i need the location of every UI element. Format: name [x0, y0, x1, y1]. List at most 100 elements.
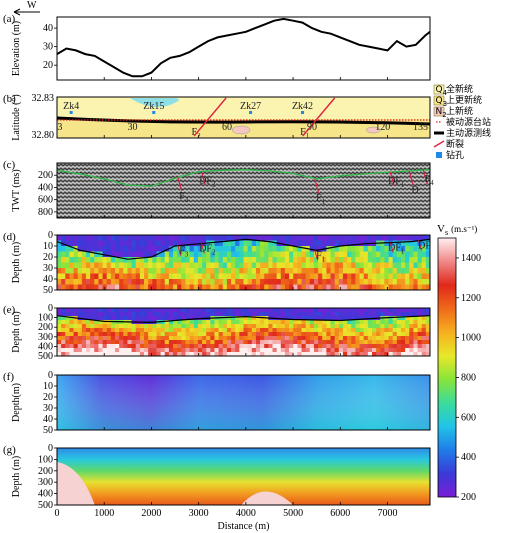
vs-cell [98, 246, 103, 252]
vs-cell [280, 340, 286, 345]
y-tick-label: 20 [43, 252, 53, 263]
vs-cell [409, 336, 414, 341]
vs-cell [342, 257, 348, 263]
y-tick-label: 40 [43, 274, 53, 285]
legend-text-2: 上新统 [446, 105, 473, 117]
vs-cell [301, 336, 307, 341]
vs-cell [421, 352, 427, 357]
vs-cell [384, 320, 389, 325]
vs-cell [235, 336, 240, 341]
vs-cell [226, 320, 232, 325]
colorbar-tick-label: 1200 [461, 293, 481, 304]
vs-cell [380, 324, 385, 329]
vs-cell [206, 246, 211, 252]
panel-label-f: (f) [3, 371, 14, 383]
vs-cell [102, 324, 108, 329]
vs-cell [110, 340, 116, 345]
vs-cell [380, 344, 385, 349]
vs-cell [392, 257, 398, 263]
vs-cell [189, 312, 195, 317]
vs-cell [210, 352, 215, 357]
fault-label-4: DF [418, 241, 431, 252]
vs-cell [222, 340, 228, 345]
vs-cell [164, 235, 170, 241]
vs-cell [421, 348, 427, 353]
vs-cell [272, 246, 278, 252]
vs-cell [102, 336, 108, 341]
vs-cell [214, 324, 220, 329]
vs-cell [235, 246, 240, 252]
vs-cell [342, 284, 348, 291]
vs-cell [388, 235, 394, 241]
vs-cell [318, 240, 323, 247]
vs-cell [181, 235, 186, 241]
vs-cell [309, 324, 315, 329]
vs-cell [102, 340, 108, 345]
vs-cell [164, 284, 170, 291]
vs-cell [334, 273, 340, 280]
vs-cell [123, 262, 128, 269]
vs-cell [86, 316, 91, 321]
vs-cell [363, 268, 369, 274]
vs-cell [69, 344, 74, 349]
vs-cell [206, 312, 211, 317]
vs-cell [102, 316, 108, 321]
vs-cell [413, 332, 418, 337]
vs-cell [164, 344, 170, 349]
vs-cell [106, 344, 112, 349]
vs-cell [102, 240, 108, 247]
vs-cell [135, 273, 141, 280]
vs-cell [139, 246, 145, 252]
vs-cell [57, 344, 62, 349]
vs-cell [202, 340, 207, 345]
vs-cell [90, 348, 95, 353]
vs-cell [318, 262, 323, 269]
vs-cell [65, 320, 70, 325]
vs-cell [152, 284, 157, 291]
vs-cell [86, 246, 91, 252]
vs-cell [380, 352, 385, 357]
vs-cell [86, 257, 91, 263]
vs-cell [297, 273, 302, 280]
vs-cell [363, 273, 369, 280]
vs-cell [284, 251, 290, 258]
vs-cell [417, 308, 423, 313]
vs-cell [425, 312, 431, 317]
vs-cell [421, 312, 427, 317]
vs-cell [189, 262, 195, 269]
vs-cell [268, 284, 273, 291]
vs-cell [127, 312, 132, 317]
vs-cell [305, 324, 311, 329]
vs-cell [127, 273, 132, 280]
vs-cell [139, 273, 145, 280]
vs-cell [247, 332, 253, 337]
vs-cell [417, 279, 423, 285]
vs-cell [293, 348, 298, 353]
interface-line-d [56, 238, 431, 260]
vs-cell [400, 324, 406, 329]
vs-cell [351, 324, 356, 329]
vs-cell [243, 332, 249, 337]
vs-cell [276, 340, 282, 345]
vs-cell [268, 336, 273, 341]
vs-cell [160, 240, 166, 247]
vs-cell [247, 320, 253, 325]
legend-code-0-sub: 4 [443, 89, 448, 97]
vs-cell [260, 257, 265, 263]
borehole-marker-0 [69, 111, 73, 114]
y-tick-label: 50 [43, 425, 53, 436]
vs-cell [309, 308, 315, 313]
vs-cell [264, 336, 269, 341]
vs-cell [413, 308, 418, 313]
vs-cell [115, 332, 120, 337]
vs-cell [376, 235, 381, 241]
vs-cell [251, 240, 257, 247]
vs-cell [284, 246, 290, 252]
vs-cell [268, 268, 273, 274]
vs-cell [309, 328, 315, 333]
vs-cell [268, 251, 273, 258]
vs-cell [139, 312, 145, 317]
vs-cell [181, 246, 186, 252]
vs-cell [347, 251, 352, 258]
vs-cell [347, 352, 352, 357]
